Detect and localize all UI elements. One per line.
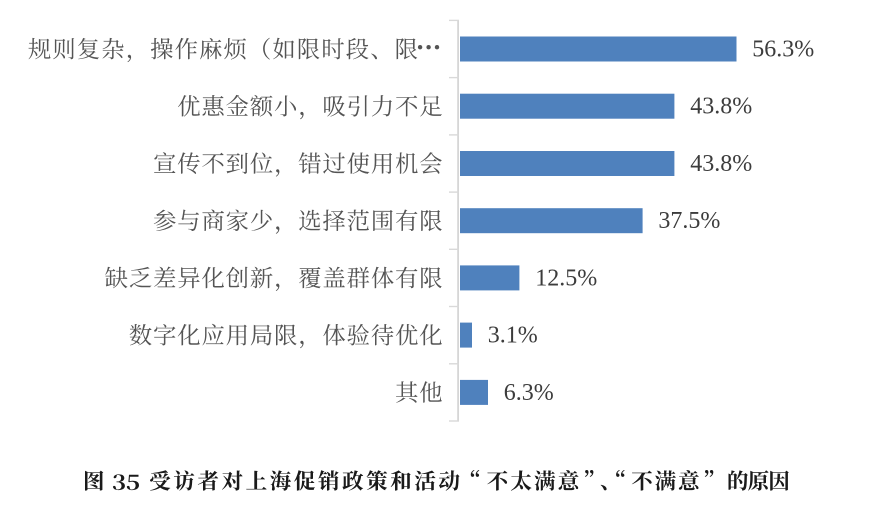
svg-text:43.8%: 43.8% — [690, 151, 752, 177]
svg-text:43.8%: 43.8% — [690, 94, 752, 120]
svg-text:12.5%: 12.5% — [535, 265, 597, 291]
svg-text:56.3%: 56.3% — [752, 37, 814, 63]
svg-text:37.5%: 37.5% — [658, 208, 720, 234]
svg-text:3.1%: 3.1% — [488, 323, 538, 349]
svg-text:6.3%: 6.3% — [504, 380, 554, 406]
